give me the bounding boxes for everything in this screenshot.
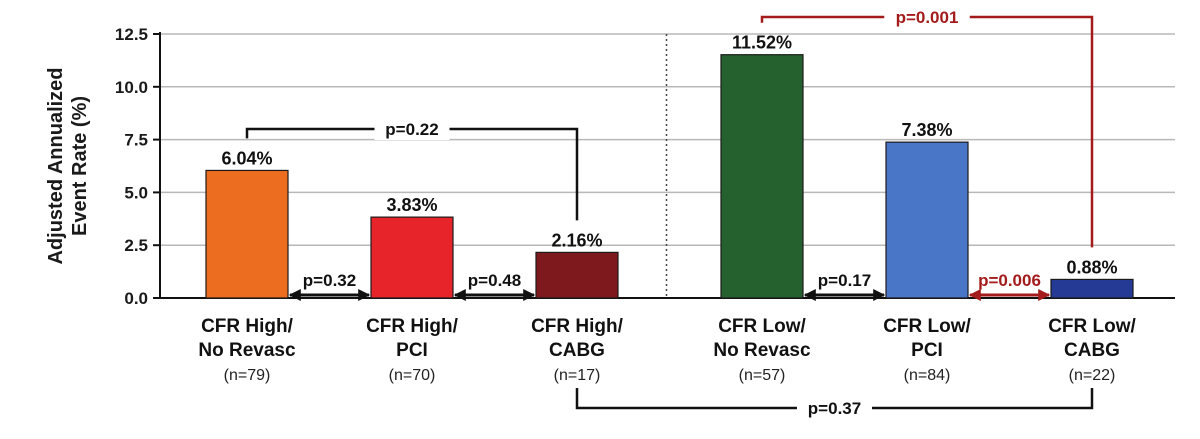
category-label-line2: No Revasc [198,340,296,361]
category-n-label: (n=79) [224,367,271,384]
bar [885,141,969,299]
bar [370,216,454,299]
bar [535,251,619,299]
p-value-label: p=0.32 [303,271,356,290]
y-tick-label: 2.5 [124,236,148,255]
bar-value-label: 2.16% [551,230,602,250]
y-tick-label: 5.0 [124,183,148,202]
p-value-label: p=0.001 [896,8,959,27]
p-value-label: p=0.48 [468,271,521,290]
category-label-line1: CFR Low/ [883,316,971,337]
p-value-label: p=0.22 [385,120,438,139]
y-axis-label: Adjusted Annualized Event Rate (%) [45,67,91,264]
p-value-label: p=0.37 [808,399,861,418]
bar-value-label: 11.52% [732,33,792,53]
category-n-label: (n=17) [554,367,601,384]
category-label-line2: CABG [1064,340,1120,361]
y-tick-label: 0.0 [124,289,148,308]
bar [720,54,804,299]
bars [205,54,1134,299]
comparisons: p=0.22 p=0.001 p=0.37 p=0.32 p=0.48 p=0.17 p=0… [245,6,1094,419]
bar-value-label: 7.38% [901,120,952,140]
y-tick-label: 10.0 [115,78,148,97]
y-tick-label: 7.5 [124,131,148,150]
comparison-label-bg [884,6,970,28]
bar-value-label: 0.88% [1066,257,1117,277]
y-axis-label-line: Event Rate (%) [69,96,91,236]
bar [1050,278,1134,299]
category-label-line2: PCI [911,340,943,361]
y-tick-label: 12.5 [115,25,148,44]
category-label-line2: PCI [396,340,428,361]
p-value-label: p=0.006 [978,271,1041,290]
category-label-line2: No Revasc [713,340,811,361]
category-n-label: (n=70) [389,367,436,384]
y-axis-label-line: Adjusted Annualized [45,67,67,264]
category-label-line1: CFR High/ [531,316,624,337]
category-n-label: (n=84) [904,367,951,384]
labels: 6.04% CFR High/No Revasc (n=79) 3.83% CFR Hi… [198,33,1136,384]
category-label-line1: CFR Low/ [1048,316,1136,337]
comparison-label-bg [797,397,872,419]
bar-value-label: 3.83% [386,195,437,215]
category-label-line1: CFR Low/ [718,316,806,337]
p-value-label: p=0.17 [818,271,871,290]
comparison-label-bg [374,118,450,140]
bar-value-label: 6.04% [221,148,272,168]
category-label-line1: CFR High/ [201,316,294,337]
category-label-line2: CABG [549,340,605,361]
gridlines [160,33,1175,246]
bar [205,169,289,299]
category-n-label: (n=57) [739,367,786,384]
category-label-line1: CFR High/ [366,316,459,337]
category-n-label: (n=22) [1069,367,1116,384]
